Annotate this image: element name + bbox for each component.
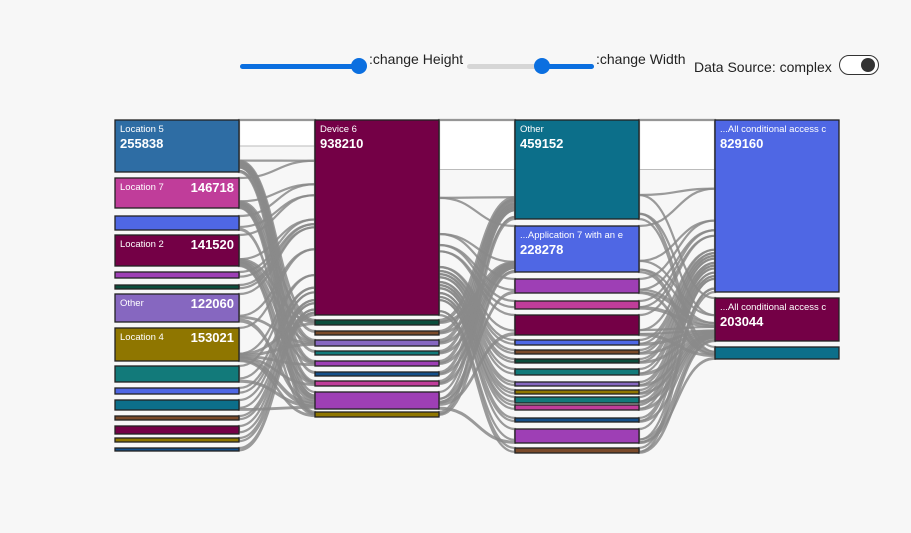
sankey-node[interactable]: [114, 271, 240, 279]
sankey-node[interactable]: [514, 381, 640, 387]
sankey-node[interactable]: [114, 234, 240, 267]
height-slider-fill: [240, 64, 359, 69]
sankey-node[interactable]: [314, 330, 440, 336]
height-slider-thumb[interactable]: [351, 58, 367, 74]
sankey-node[interactable]: [114, 284, 240, 290]
sankey-node[interactable]: [114, 415, 240, 421]
sankey-node-value: 141520: [191, 237, 234, 252]
width-slider-track: [467, 64, 594, 69]
sankey-node[interactable]: [114, 215, 240, 231]
sankey-node-label: Location 2: [120, 239, 164, 250]
sankey-link-band: [438, 119, 516, 170]
sankey-node[interactable]: [114, 447, 240, 452]
sankey-node[interactable]: [114, 437, 240, 443]
sankey-node[interactable]: [514, 314, 640, 336]
sankey-node[interactable]: [514, 417, 640, 423]
sankey-node[interactable]: [314, 119, 440, 316]
sankey-node-label: Other: [120, 298, 144, 309]
width-slider-thumb[interactable]: [533, 58, 550, 74]
sankey-node[interactable]: [114, 327, 240, 362]
sankey-node-label: ...Application 7 with an e: [520, 230, 623, 241]
sankey-node-value: 146718: [191, 180, 234, 195]
sankey-node-value: 203044: [720, 314, 764, 329]
sankey-node[interactable]: [114, 119, 240, 173]
sankey-node[interactable]: [714, 346, 840, 360]
sankey-node[interactable]: [114, 293, 240, 323]
sankey-node-value: 829160: [720, 136, 763, 151]
sankey-node-value: 228278: [520, 242, 563, 257]
sankey-node[interactable]: [514, 389, 640, 395]
sankey-node[interactable]: [114, 425, 240, 435]
sankey-node[interactable]: [314, 371, 440, 377]
sankey-node[interactable]: [514, 349, 640, 355]
sankey-node[interactable]: [514, 339, 640, 346]
sankey-node[interactable]: [514, 225, 640, 273]
sankey-node-label: Location 7: [120, 182, 164, 193]
controls-bar: :change Height :change Width Data Source…: [0, 0, 911, 100]
width-slider[interactable]: [467, 55, 594, 77]
sankey-node[interactable]: [114, 387, 240, 395]
sankey-node[interactable]: [114, 177, 240, 209]
sankey-node[interactable]: [514, 396, 640, 404]
width-slider-label: :change Width: [596, 51, 686, 67]
sankey-node[interactable]: [314, 339, 440, 347]
height-slider[interactable]: [240, 55, 367, 77]
sankey-node-label: Location 5: [120, 124, 164, 135]
sankey-node[interactable]: [314, 360, 440, 367]
sankey-node-label: Location 4: [120, 332, 164, 343]
data-source-label: Data Source: complex: [694, 59, 832, 75]
sankey-link-band: [238, 119, 316, 147]
sankey-node-label: ...All conditional access c: [720, 302, 826, 313]
sankey-node[interactable]: [514, 428, 640, 444]
sankey-node[interactable]: [314, 380, 440, 387]
sankey-node[interactable]: [314, 411, 440, 418]
sankey-node[interactable]: [114, 365, 240, 383]
data-source-toggle[interactable]: [839, 55, 879, 75]
links-layer: [237, 118, 717, 454]
sankey-node[interactable]: [314, 319, 440, 326]
sankey-node-value: 938210: [320, 136, 363, 151]
sankey-node[interactable]: [514, 447, 640, 454]
sankey-node[interactable]: [514, 404, 640, 411]
sankey-node[interactable]: [514, 358, 640, 364]
sankey-node-label: Device 6: [320, 124, 357, 135]
sankey-node[interactable]: [514, 368, 640, 376]
sankey-node[interactable]: [514, 278, 640, 294]
sankey-node[interactable]: [314, 391, 440, 410]
toggle-knob: [861, 58, 875, 72]
sankey-node-label: Other: [520, 124, 544, 135]
sankey-node[interactable]: [514, 119, 640, 220]
sankey-node-value: 255838: [120, 136, 163, 151]
sankey-node[interactable]: [114, 399, 240, 411]
sankey-node-value: 122060: [191, 296, 234, 311]
sankey-node[interactable]: [514, 300, 640, 310]
sankey-node-label: ...All conditional access c: [720, 124, 826, 135]
height-slider-label: :change Height: [369, 51, 464, 67]
sankey-node-value: 459152: [520, 136, 563, 151]
sankey-node[interactable]: [314, 350, 440, 356]
width-slider-fill: [541, 64, 594, 69]
sankey-link-band: [638, 119, 716, 170]
sankey-node-value: 153021: [191, 330, 234, 345]
sankey-node[interactable]: [714, 297, 840, 342]
sankey-node[interactable]: [714, 119, 840, 293]
